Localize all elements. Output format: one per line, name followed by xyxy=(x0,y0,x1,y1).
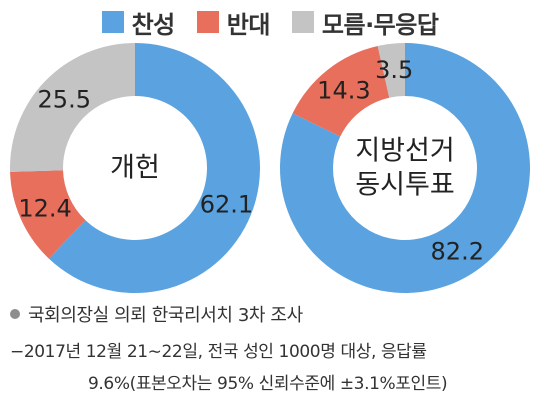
legend-item-dontknow: 모름·무응답 xyxy=(291,5,439,40)
donut-2-slice-approve xyxy=(280,43,530,293)
donut-2-value-label-approve: 82.2 xyxy=(431,237,484,265)
legend-label-approve: 찬성 xyxy=(131,10,176,39)
donut-1-value-label-dontknow: 25.5 xyxy=(38,85,91,113)
legend-swatch-oppose xyxy=(196,11,219,33)
survey-detail-line1: −2017년 12월 21∼22일, 전국 성인 1000명 대상, 응답률 xyxy=(10,342,427,362)
survey-source: 국회의장실 의뢰 한국리서치 3차 조사 xyxy=(10,301,535,327)
donut-1-slice-dontknow xyxy=(9,43,135,172)
donut-2-value-label-dontknow: 3.5 xyxy=(375,56,413,84)
donut-2-center-label: 동시투표 xyxy=(355,170,454,201)
legend: 찬성 반대 모름·무응답 xyxy=(0,0,540,44)
bullet-icon xyxy=(10,309,20,319)
donut-1-value-label-approve: 62.1 xyxy=(200,191,253,219)
donut-2-center-label: 지방선거 xyxy=(355,136,454,167)
donut-1-slice-approve xyxy=(48,43,260,293)
legend-item-approve: 찬성 xyxy=(101,5,176,40)
survey-detail-line2: 9.6%(표본오차는 95% 신뢰수준에 ±3.1%포인트) xyxy=(88,374,448,394)
survey-source-text: 국회의장실 의뢰 한국리서치 3차 조사 xyxy=(28,305,303,326)
legend-swatch-dontknow xyxy=(291,11,314,33)
donut-1-value-label-oppose: 12.4 xyxy=(18,194,71,222)
donut-2-slice-oppose xyxy=(292,46,390,137)
donut-1-slice-oppose xyxy=(10,170,86,259)
donut-2-value-label-oppose: 14.3 xyxy=(317,77,370,105)
legend-swatch-approve xyxy=(101,11,124,33)
legend-label-oppose: 반대 xyxy=(226,10,271,39)
donut-2-slice-dontknow xyxy=(377,43,405,98)
legend-label-dontknow: 모름·무응답 xyxy=(321,10,439,39)
donut-1-center-label: 개헌 xyxy=(110,153,160,184)
legend-item-oppose: 반대 xyxy=(196,5,271,40)
